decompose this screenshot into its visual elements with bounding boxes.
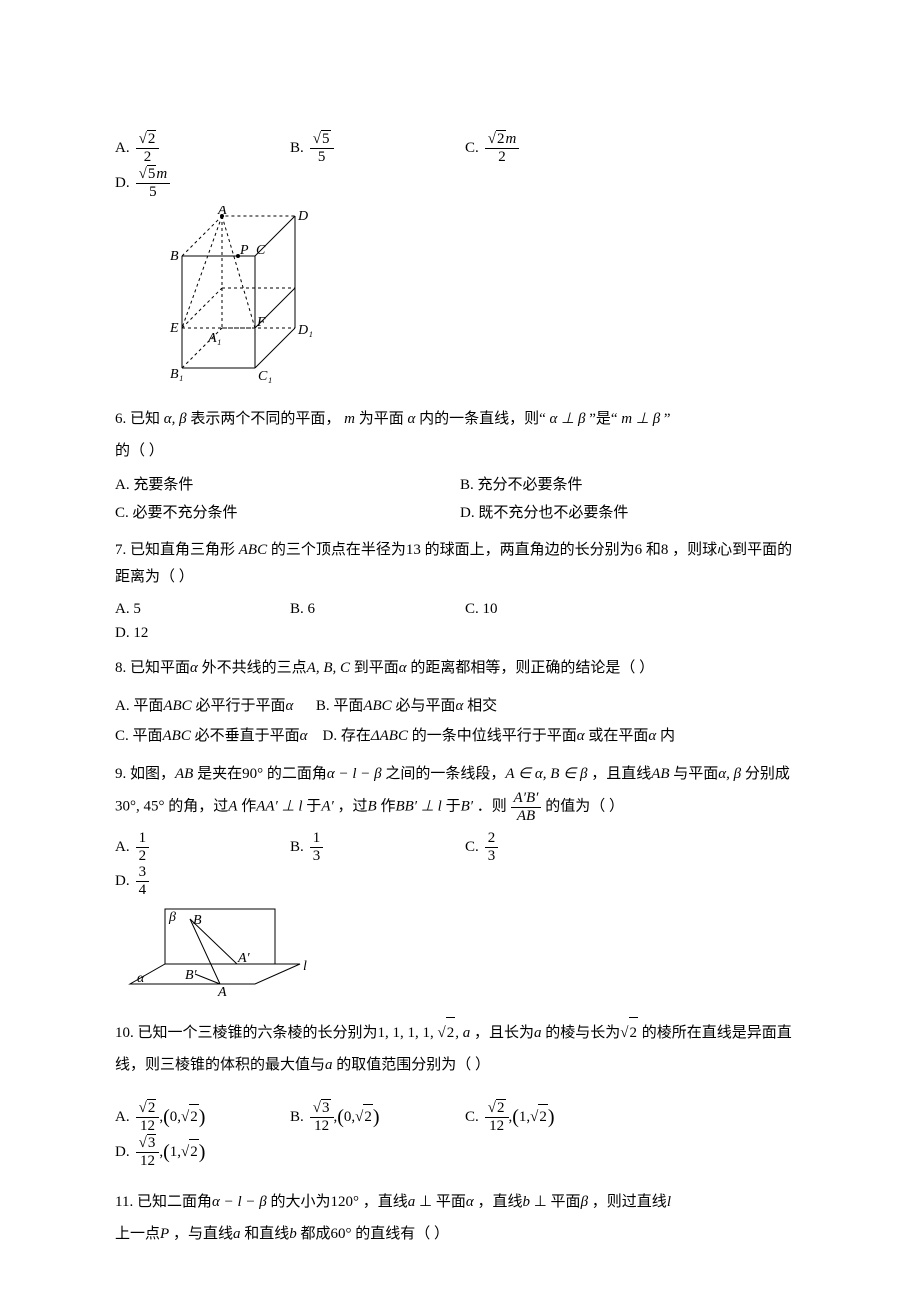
sqrt-radicand: 5	[321, 130, 331, 148]
svg-text:A₁: A₁	[207, 331, 221, 346]
svg-text:B₁: B₁	[170, 367, 183, 382]
svg-text:α: α	[137, 971, 145, 986]
svg-text:C₁: C₁	[258, 369, 272, 384]
frac-den: 2	[495, 149, 509, 166]
option-label: B.	[290, 136, 304, 160]
svg-text:E: E	[169, 321, 179, 336]
q10-option-d: D. 312 , (1, 2)	[115, 1134, 265, 1169]
svg-text:C: C	[256, 243, 266, 258]
svg-text:A: A	[217, 985, 227, 999]
q5-options: A. 22 B. 55 C. 2m2 D. 5m5	[115, 130, 805, 200]
q5-option-b: B. 55	[290, 130, 455, 165]
q8-row2: C. 平面ABC 必不垂直于平面α D. 存在ΔABC 的一条中位线平行于平面α…	[115, 721, 805, 751]
q-number: 8.	[115, 660, 126, 676]
svg-text:B′: B′	[185, 968, 198, 983]
option-label: A.	[115, 136, 130, 160]
q9-option-c: C. 23	[465, 830, 645, 864]
q7-option-a: A. 5	[115, 597, 280, 621]
q9-text: 9. 如图，AB 是夹在90° 的二面角α − l − β 之间的一条线段，A …	[115, 759, 805, 825]
q8-row1: A. 平面ABC 必平行于平面α B. 平面ABC 必与平面α 相交	[115, 691, 805, 721]
q11-text: 11. 已知二面角α − l − β 的大小为120° ，直线a ⊥ 平面α ，…	[115, 1187, 805, 1250]
q6-option-c: C. 必要不充分条件	[115, 501, 460, 525]
svg-text:D₁: D₁	[297, 323, 313, 338]
q7-option-c: C. 10	[465, 597, 645, 621]
q6-option-a: A. 充要条件	[115, 473, 460, 497]
q5-option-a: A. 22	[115, 130, 280, 165]
svg-text:A′: A′	[237, 951, 251, 966]
q10-option-a: A. 212 , (0, 2)	[115, 1099, 280, 1134]
q6-options: A. 充要条件 B. 充分不必要条件 C. 必要不充分条件 D. 既不充分也不必…	[115, 473, 805, 529]
q9-option-a: A. 12	[115, 830, 280, 864]
q9-option-b: B. 13	[290, 830, 455, 864]
svg-text:F: F	[256, 315, 266, 330]
q9-option-d: D. 34	[115, 864, 265, 898]
q-number: 6.	[115, 411, 126, 427]
option-label: D.	[115, 171, 130, 195]
svg-text:B: B	[170, 249, 179, 264]
svg-text:P: P	[239, 243, 249, 258]
q7-option-b: B. 6	[290, 597, 455, 621]
q5-option-c: C. 2m2	[465, 130, 645, 165]
frac-den: 5	[315, 149, 329, 166]
q-number: 11.	[115, 1194, 133, 1210]
q7-options: A. 5 B. 6 C. 10 D. 12	[115, 597, 805, 645]
svg-text:β: β	[168, 910, 176, 925]
svg-text:l: l	[303, 959, 307, 974]
svg-text:D: D	[297, 209, 308, 224]
q10-option-b: B. 312 , (0, 2)	[290, 1099, 455, 1134]
q10-option-c: C. 212 , (1, 2)	[465, 1099, 645, 1134]
q-number: 10.	[115, 1025, 134, 1041]
frac-den: 5	[146, 184, 160, 201]
q-number: 7.	[115, 542, 126, 558]
q6-option-b: B. 充分不必要条件	[460, 473, 805, 497]
num-tail: m	[156, 166, 167, 182]
q6-text: 6. 已知 α, β 表示两个不同的平面， m 为平面 α 内的一条直线，则“ …	[115, 404, 805, 467]
svg-text:B: B	[193, 913, 202, 928]
sqrt-radicand: 2	[147, 130, 157, 148]
q10-text: 10. 已知一个三棱锥的六条棱的长分别为1, 1, 1, 1, 2, a ，且长…	[115, 1017, 805, 1081]
frac-den: 2	[141, 149, 155, 166]
q7-text: 7. 已知直角三角形 ABC 的三个顶点在半径为13 的球面上，两直角边的长分别…	[115, 537, 805, 591]
q9-figure: β B A′ B′ A α l	[125, 904, 805, 1007]
num-tail: m	[506, 131, 517, 147]
svg-text:A: A	[217, 206, 227, 218]
sqrt-radicand: 5	[147, 165, 157, 183]
q5-option-d: D. 5m5	[115, 165, 265, 200]
q-number: 9.	[115, 766, 126, 782]
q8-options: A. 平面ABC 必平行于平面α B. 平面ABC 必与平面α 相交 C. 平面…	[115, 691, 805, 751]
q8-text: 8. 已知平面α 外不共线的三点A, B, C 到平面α 的距离都相等，则正确的…	[115, 653, 805, 685]
sqrt-radicand: 2	[496, 130, 506, 148]
q7-option-d: D. 12	[115, 621, 265, 645]
option-label: C.	[465, 136, 479, 160]
q5-figure: A B C D P E F D₁ A₁ B₁ C₁	[150, 206, 805, 394]
q6-option-d: D. 既不充分也不必要条件	[460, 501, 805, 525]
q9-options: A. 12 B. 13 C. 23 D. 34	[115, 830, 805, 898]
q10-options: A. 212 , (0, 2) B. 312 , (0, 2) C. 212 ,…	[115, 1099, 805, 1169]
